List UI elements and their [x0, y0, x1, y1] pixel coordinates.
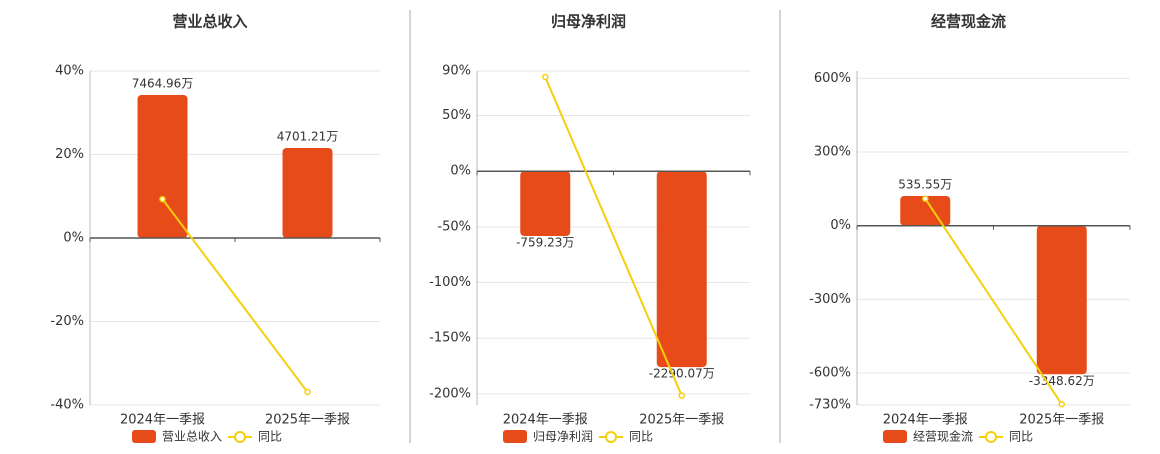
chart-title: 营业总收入: [172, 13, 247, 31]
line-point: [542, 73, 549, 81]
data-label: -3348.62万: [1029, 374, 1095, 388]
data-label: -2290.07万: [649, 367, 715, 381]
y-tick-label: -50%: [437, 219, 471, 234]
line-point: [922, 195, 929, 202]
y-tick-label: 90%: [442, 64, 471, 79]
x-tick-label: 2024年一季报: [503, 413, 588, 428]
y-tick-label: -200%: [429, 386, 471, 401]
x-tick-label: 2025年一季报: [1019, 413, 1104, 428]
line: [161, 198, 309, 393]
legend-marker: [605, 431, 618, 443]
bar: [137, 95, 188, 238]
legend-swatch: [503, 430, 527, 443]
line-point: [159, 195, 166, 203]
y-tick-label: 600%: [814, 71, 851, 86]
y-tick-label: 40%: [55, 64, 84, 79]
legend-swatch: [883, 430, 907, 443]
data-label: 7464.96万: [132, 77, 194, 91]
y-tick-label: 0%: [830, 218, 851, 233]
y-tick-label: -730%: [809, 398, 851, 413]
x-tick-label: 2024年一季报: [120, 413, 205, 428]
line-point: [678, 392, 685, 399]
x-tick-label: 2025年一季报: [639, 413, 724, 428]
legend-label: 同比: [1009, 430, 1033, 444]
x-tick-label: 2025年一季报: [265, 413, 350, 428]
line: [544, 76, 683, 397]
y-tick-label: -300%: [809, 292, 851, 307]
data-label: 4701.21万: [277, 129, 339, 143]
bar: [520, 171, 571, 237]
chart-title: 经营现金流: [931, 13, 1006, 31]
legend-label: 同比: [629, 430, 653, 444]
y-tick-label: -40%: [50, 398, 84, 413]
legend-label: 营业总收入: [162, 430, 222, 444]
line: [924, 198, 1063, 405]
legend-marker: [985, 431, 998, 443]
x-tick-label: 2024年一季报: [883, 413, 968, 428]
legend-label: 归母净利润: [533, 430, 593, 444]
line-point: [1058, 401, 1065, 408]
legend-swatch: [132, 430, 156, 443]
y-tick-label: 50%: [442, 108, 471, 123]
legend-label: 经营现金流: [913, 429, 973, 444]
line-point: [304, 388, 311, 396]
y-tick-label: -600%: [809, 366, 851, 381]
bar: [282, 147, 333, 238]
y-tick-label: 0%: [450, 164, 471, 179]
bar: [1036, 225, 1087, 375]
y-tick-label: -150%: [429, 331, 471, 346]
chart-title: 归母净利润: [551, 13, 626, 31]
y-tick-label: -100%: [429, 275, 471, 290]
data-label: 535.55万: [898, 178, 952, 192]
legend-label: 同比: [258, 430, 282, 444]
data-label: -759.23万: [516, 236, 574, 250]
bar: [656, 171, 707, 368]
legend-marker: [234, 431, 247, 443]
y-tick-label: -20%: [50, 314, 84, 329]
y-tick-label: 300%: [814, 145, 851, 160]
y-tick-label: 20%: [55, 147, 84, 162]
y-tick-label: 0%: [63, 231, 84, 246]
